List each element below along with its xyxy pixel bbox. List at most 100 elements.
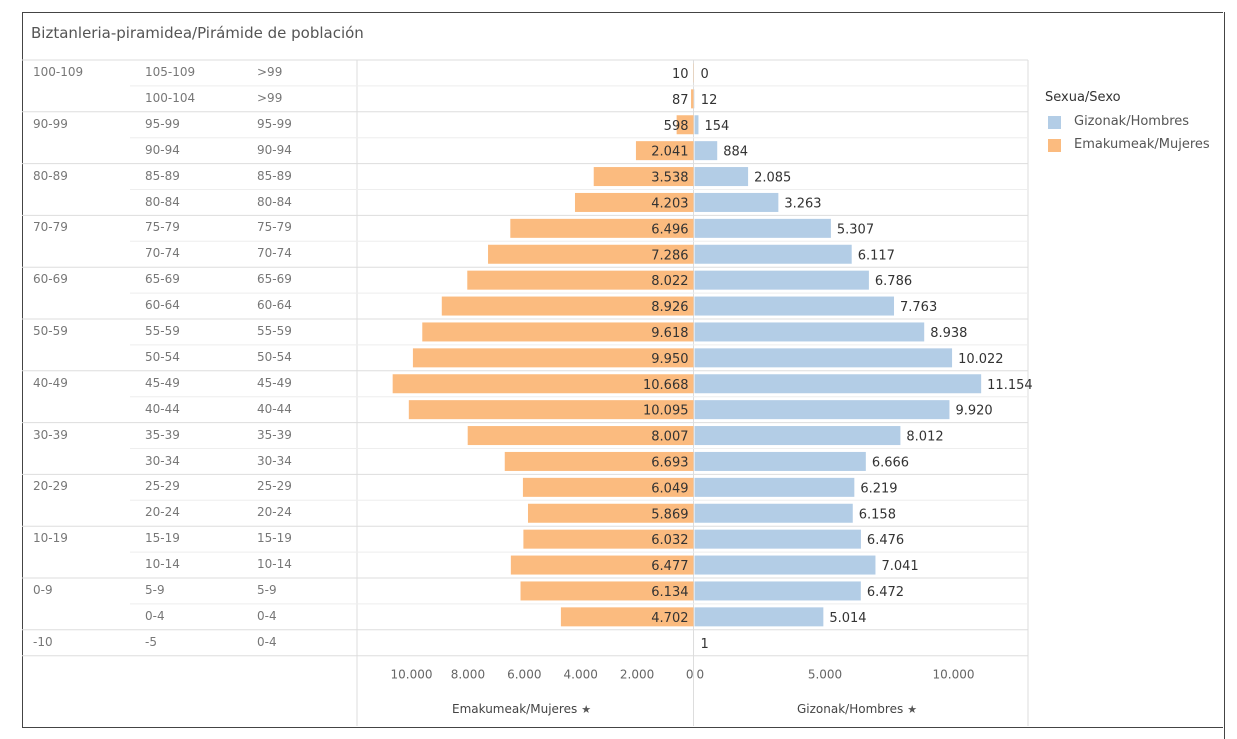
row-label-age: 55-59 <box>145 324 180 338</box>
bar-women <box>408 400 694 420</box>
row-label-age-alt: 35-39 <box>257 427 292 442</box>
bar-men <box>694 322 925 342</box>
row-label-age-alt: 90-94 <box>257 142 292 157</box>
row-label-age: 0-4 <box>145 608 165 623</box>
row-label-age-alt: 50-54 <box>257 349 292 364</box>
data-label-women: 598 <box>664 119 689 134</box>
bar-women <box>467 426 694 446</box>
row-label-age: 90-94 <box>145 142 180 157</box>
row-label-age: -5 <box>145 634 157 649</box>
row-label-age-alt: 10-14 <box>257 557 292 572</box>
data-label-women: 6.477 <box>651 559 688 574</box>
data-label-women: 10 <box>672 67 689 82</box>
row-label-age: 80-84 <box>145 194 180 209</box>
bar-men <box>694 296 895 316</box>
data-label-women: 87 <box>672 93 689 108</box>
data-label-women: 2.041 <box>651 145 688 160</box>
bar-men <box>694 348 953 368</box>
row-label-age-alt: 95-99 <box>257 116 292 131</box>
row-label-age: 10-14 <box>145 557 180 572</box>
row-label-age-alt: 60-64 <box>257 298 292 313</box>
pin-icon[interactable]: ★ <box>581 703 592 716</box>
data-label-women: 5.869 <box>651 507 688 522</box>
legend-label-women: Emakumeak/Mujeres <box>1074 137 1210 152</box>
data-label-men: 0 <box>701 67 709 82</box>
data-label-men: 10.022 <box>958 352 1004 367</box>
row-label-group: 10-19 <box>33 531 68 546</box>
row-label-age-alt: 55-59 <box>257 324 292 338</box>
data-label-women: 6.496 <box>651 222 688 237</box>
row-label-age-alt: 75-79 <box>257 220 292 235</box>
bar-women <box>510 218 694 238</box>
bar-men <box>694 115 699 135</box>
row-label-age-alt: 85-89 <box>257 168 292 183</box>
row-label-group: 60-69 <box>33 272 68 287</box>
row-label-age: 70-74 <box>145 246 180 261</box>
row-label-age: 95-99 <box>145 116 180 131</box>
row-label-age-alt: 0-4 <box>257 634 277 649</box>
data-label-women: 8.007 <box>651 430 688 445</box>
row-label-age-alt: 0-4 <box>257 608 277 623</box>
row-label-age-alt: 80-84 <box>257 194 292 209</box>
data-label-men: 9.920 <box>955 404 992 419</box>
row-label-age: 100-104 <box>145 90 196 105</box>
chart-title: Biztanleria-piramidea/Pirámide de poblac… <box>31 24 364 42</box>
data-label-men: 6.476 <box>867 533 904 548</box>
data-label-men: 5.014 <box>829 611 866 626</box>
bar-women <box>522 477 694 497</box>
tick-label-right: 10.000 <box>933 668 975 682</box>
bar-men <box>694 607 824 627</box>
data-label-men: 8.938 <box>930 326 967 341</box>
row-label-age-alt: >99 <box>257 65 283 79</box>
bar-men <box>694 529 861 549</box>
row-label-age: 40-44 <box>145 401 180 416</box>
legend-title: Sexua/Sexo <box>1045 90 1121 105</box>
bar-women <box>520 581 694 601</box>
chart-frame <box>22 12 1223 728</box>
bar-men <box>694 374 982 394</box>
row-label-age: 65-69 <box>145 272 180 287</box>
data-label-men: 3.263 <box>784 196 821 211</box>
row-label-age-alt: 45-49 <box>257 375 292 390</box>
row-label-group: 40-49 <box>33 375 68 390</box>
tick-label-left: 2.000 <box>620 668 654 682</box>
data-label-men: 2.085 <box>754 171 791 186</box>
data-label-men: 5.307 <box>837 222 874 237</box>
legend-swatch-women <box>1048 139 1061 152</box>
bar-men <box>694 244 852 264</box>
row-label-age-alt: 5-9 <box>257 583 277 597</box>
legend-label-men: Gizonak/Hombres <box>1074 114 1190 129</box>
bar-women <box>523 529 694 549</box>
tick-label-left: 10.000 <box>391 668 433 682</box>
tick-label-left: 4.000 <box>564 668 598 682</box>
tick-label-right: 0 <box>697 668 705 682</box>
bar-men <box>694 167 749 187</box>
data-label-women: 6.032 <box>651 533 688 548</box>
bar-women <box>691 89 694 109</box>
bar-women <box>467 270 694 290</box>
bar-women <box>560 607 694 627</box>
data-label-men: 6.472 <box>867 585 904 600</box>
bar-women <box>510 555 694 575</box>
bar-women <box>422 322 694 342</box>
data-label-men: 6.786 <box>875 274 912 289</box>
data-label-men: 6.158 <box>859 507 896 522</box>
data-label-women: 10.668 <box>643 378 689 393</box>
data-label-men: 1 <box>701 637 709 652</box>
row-label-age: 45-49 <box>145 375 180 390</box>
row-label-age-alt: 65-69 <box>257 272 292 287</box>
bar-women <box>676 115 694 135</box>
bar-men <box>694 141 718 161</box>
data-label-men: 154 <box>704 119 729 134</box>
row-label-group: 20-29 <box>33 479 68 494</box>
bar-men <box>694 400 950 420</box>
pin-icon[interactable]: ★ <box>907 703 918 716</box>
row-label-age-alt: >99 <box>257 90 283 105</box>
bar-men <box>694 270 869 290</box>
row-label-age: 5-9 <box>145 583 165 597</box>
tick-label-right: 5.000 <box>808 668 842 682</box>
row-label-age: 105-109 <box>145 65 196 79</box>
right-axis-title: Gizonak/Hombres ★ <box>797 702 917 716</box>
right-axis-title-text: Gizonak/Hombres <box>797 702 904 716</box>
